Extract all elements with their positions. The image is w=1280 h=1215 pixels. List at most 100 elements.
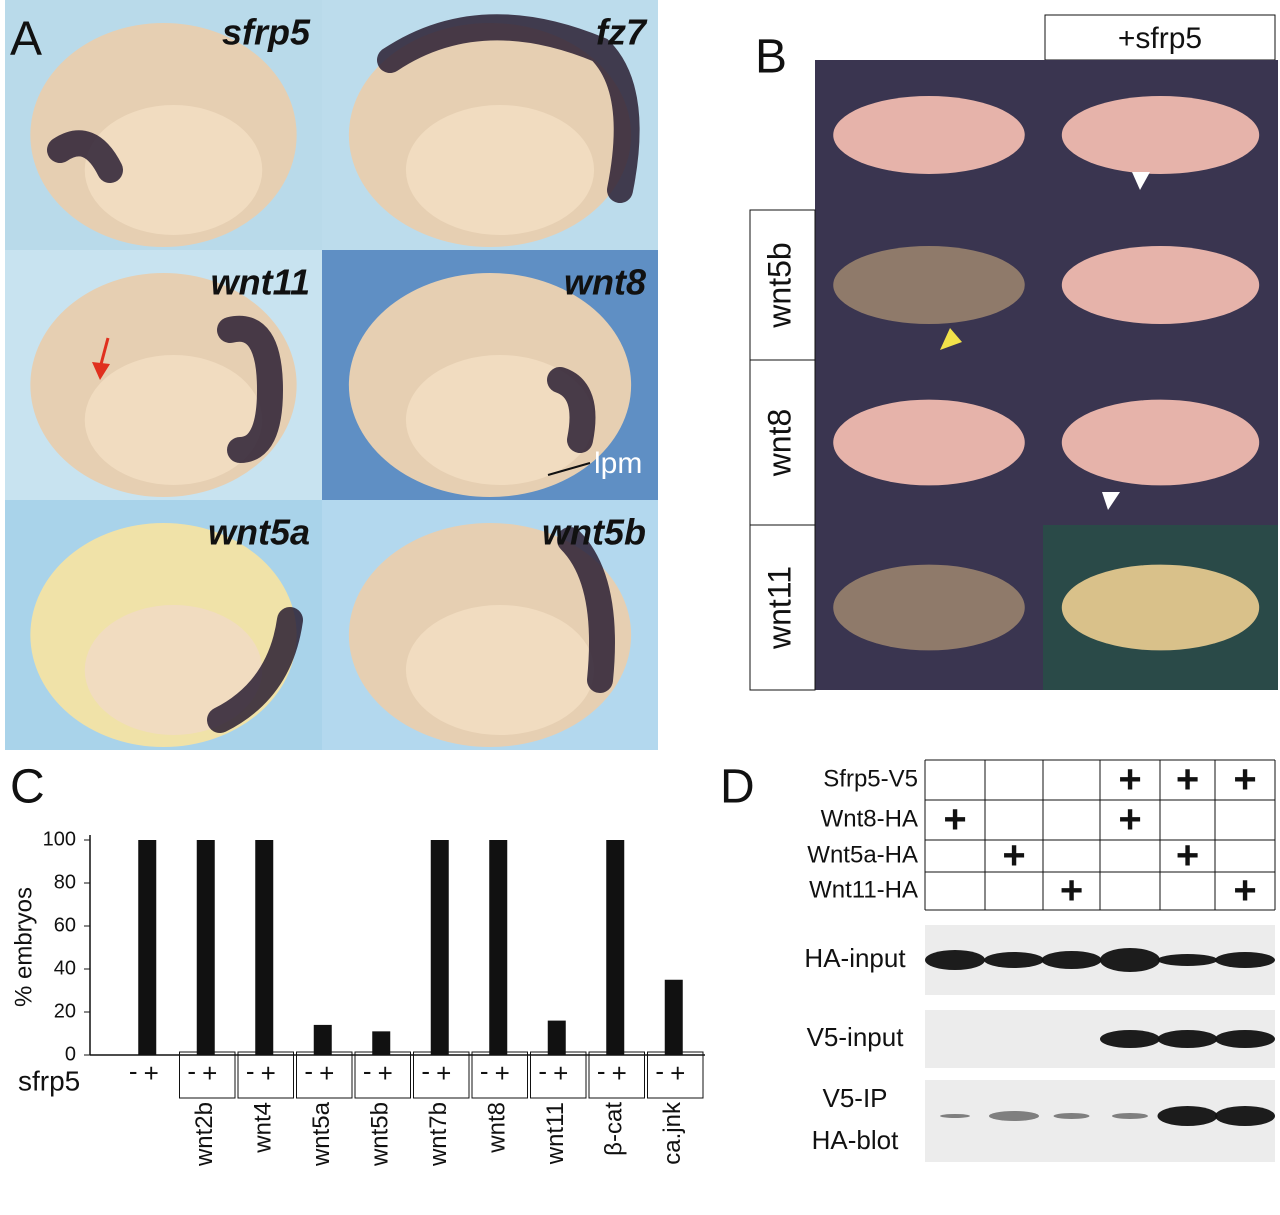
group-box: [179, 1051, 236, 1099]
bar: [255, 840, 274, 1055]
pointer-line: [547, 462, 591, 476]
blot-label: HA-blot: [812, 1125, 899, 1155]
minus-label: -: [480, 1056, 489, 1086]
bar: [664, 979, 683, 1055]
minus-label: -: [129, 1056, 138, 1086]
bar: [430, 840, 449, 1055]
y-tick-label: 80: [54, 871, 76, 893]
row-label: Sfrp5-V5: [823, 765, 918, 792]
x-tick-label: wnt4: [250, 1102, 277, 1154]
minus-label: -: [597, 1056, 606, 1086]
blot-band: [1215, 1030, 1275, 1048]
plus-label: +: [612, 1058, 627, 1088]
bar: [313, 1024, 332, 1055]
stain: [217, 315, 284, 463]
embryo: [1061, 564, 1260, 651]
blot-band: [1157, 1106, 1218, 1126]
minus-label: -: [304, 1056, 313, 1086]
image-label: wnt5b: [542, 512, 646, 553]
embryo: [833, 96, 1025, 174]
embryo-yolk: [405, 355, 595, 485]
bar: [372, 1031, 391, 1055]
plus-sign: +: [1233, 758, 1256, 802]
embryo-yolk: [84, 605, 263, 735]
embryo: [1061, 246, 1260, 324]
blot-band: [1053, 1113, 1090, 1119]
embryo-yolk: [405, 605, 595, 735]
plus-sign: +: [1176, 758, 1199, 802]
stain: [207, 607, 303, 733]
row-label: Wnt8-HA: [821, 805, 918, 832]
embryo: [833, 246, 1025, 324]
x-tick-label: wnt11: [542, 1102, 569, 1165]
x-tick-label: ca.jnk: [659, 1101, 686, 1165]
minus-label: -: [538, 1056, 547, 1086]
plus-label: +: [436, 1058, 451, 1088]
row-label: wnt11: [761, 566, 797, 650]
x-tick-label: β-cat: [601, 1102, 628, 1156]
panel-letter: B: [755, 31, 787, 84]
blot-label: V5-input: [807, 1022, 905, 1052]
y-tick-label: 20: [54, 1000, 76, 1022]
blot-band: [989, 1111, 1039, 1121]
x-tick-label: wnt7b: [425, 1102, 452, 1167]
stain: [557, 527, 615, 693]
blot-band: [1100, 948, 1160, 972]
plus-sign: +: [1233, 869, 1256, 913]
panel-letter: A: [10, 13, 42, 66]
blot-label: V5-IP: [822, 1083, 887, 1113]
bar: [606, 840, 625, 1055]
row-label: Wnt5a-HA: [807, 841, 918, 868]
minus-label: -: [246, 1056, 255, 1086]
x-tick-label: wnt5a: [308, 1101, 335, 1167]
plus-sign: +: [1118, 798, 1141, 842]
panel-letter: D: [720, 761, 755, 814]
minus-label: -: [363, 1056, 372, 1086]
blot-label: HA-input: [804, 943, 906, 973]
blot-band: [1215, 1106, 1275, 1126]
group-box: [530, 1051, 587, 1099]
y-axis-label: % embryos: [10, 887, 37, 1007]
panel-letter: C: [10, 761, 45, 814]
blot-band: [1157, 1030, 1218, 1048]
plus-label: +: [495, 1058, 510, 1088]
bar: [489, 840, 508, 1055]
stain: [547, 367, 596, 453]
blot-band: [984, 952, 1044, 968]
stain: [47, 130, 123, 183]
arrowhead: [92, 362, 110, 380]
row-label: wnt8: [761, 409, 797, 478]
x-tick-label: wnt5b: [367, 1102, 394, 1167]
plus-label: +: [319, 1058, 334, 1088]
minus-label: -: [187, 1056, 196, 1086]
plus-label: +: [202, 1058, 217, 1088]
y-tick-label: 100: [43, 828, 76, 850]
embryo-yolk: [84, 105, 263, 235]
plus-label: +: [261, 1058, 276, 1088]
embryo: [1061, 399, 1260, 486]
group-box: [413, 1051, 470, 1099]
blot-band: [1215, 952, 1275, 968]
embryo-yolk: [405, 105, 595, 235]
embryo: [833, 399, 1025, 486]
plus-label: +: [553, 1058, 568, 1088]
bar: [138, 840, 157, 1055]
plus-sign: +: [1118, 758, 1141, 802]
stain: [377, 14, 640, 203]
minus-label: -: [655, 1056, 664, 1086]
embryo: [1061, 96, 1260, 174]
image-label: wnt8: [564, 262, 646, 303]
group-box: [588, 1051, 645, 1099]
arrow: [98, 337, 110, 369]
x-tick-label: wnt2b: [191, 1102, 218, 1167]
embryo-yolk: [84, 355, 263, 485]
y-tick-label: 60: [54, 914, 76, 936]
plus-sign: +: [1176, 834, 1199, 878]
arrowhead: [940, 328, 962, 350]
plus-label: +: [144, 1058, 159, 1088]
arrowhead: [1102, 492, 1120, 510]
y-tick-label: 40: [54, 957, 76, 979]
row-label-box: [749, 524, 816, 691]
bar: [547, 1020, 566, 1055]
